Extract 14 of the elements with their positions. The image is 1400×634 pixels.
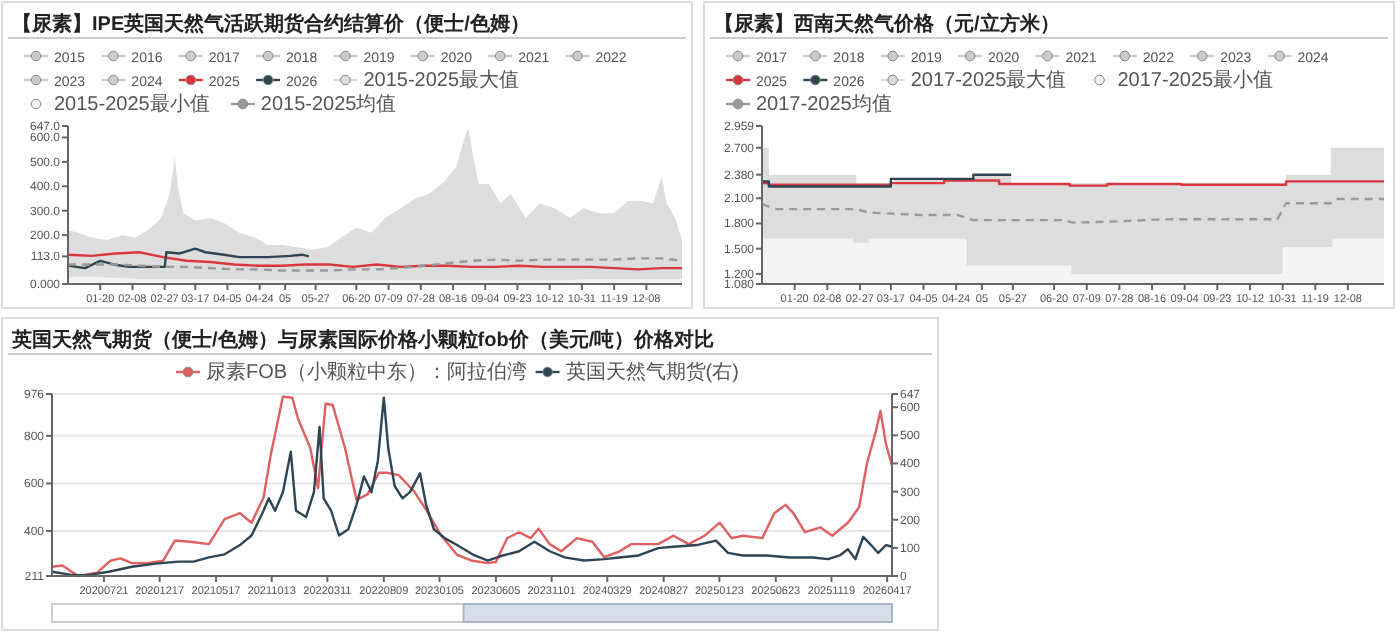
legend-label: 2015-2025均值: [260, 92, 397, 116]
legend-label: 尿素FOB（小颗粒中东）：阿拉伯湾: [206, 360, 528, 384]
legend-label: 2015-2025最大值: [363, 68, 520, 92]
chart-title: 英国天然气期货（便士/色姆）与尿素国际价格小颗粒fob价（美元/吨）价格对比: [10, 328, 715, 352]
chart-title: 【尿素】西南天然气价格（元/立方米）: [714, 12, 1060, 36]
legend-label: 2015-2025最小值: [54, 92, 210, 116]
legend-label: 2017-2025最小值: [1117, 68, 1274, 92]
chart-title: 【尿素】IPE英国天然气活跃期货合约结算价（便士/色姆）: [12, 12, 530, 36]
legend-label: 2017-2025均值: [756, 92, 892, 116]
line-series: [760, 197, 1386, 224]
legend-label: 英国天然气期货(右): [565, 360, 739, 384]
legend-label: 2017-2025最大值: [910, 68, 1067, 92]
line-series: [66, 247, 311, 270]
line-series: [66, 251, 684, 271]
